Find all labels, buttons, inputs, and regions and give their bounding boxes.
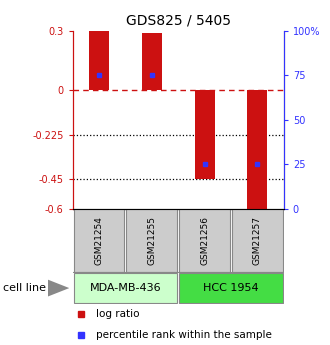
Text: GSM21255: GSM21255 xyxy=(147,216,156,265)
Bar xyxy=(89,31,109,90)
Bar xyxy=(142,33,162,90)
Text: cell line: cell line xyxy=(3,283,46,293)
Text: GSM21257: GSM21257 xyxy=(253,216,262,265)
Bar xyxy=(195,90,214,179)
Text: GSM21256: GSM21256 xyxy=(200,216,209,265)
Title: GDS825 / 5405: GDS825 / 5405 xyxy=(126,13,231,27)
Text: log ratio: log ratio xyxy=(96,309,139,319)
Bar xyxy=(179,274,283,303)
Text: GSM21254: GSM21254 xyxy=(94,216,104,265)
Polygon shape xyxy=(48,279,69,296)
Bar xyxy=(74,274,177,303)
Text: HCC 1954: HCC 1954 xyxy=(203,283,259,293)
Bar xyxy=(126,209,177,272)
Bar xyxy=(74,209,124,272)
Bar xyxy=(248,90,267,209)
Bar xyxy=(179,209,230,272)
Text: percentile rank within the sample: percentile rank within the sample xyxy=(96,330,272,340)
Bar xyxy=(232,209,283,272)
Text: MDA-MB-436: MDA-MB-436 xyxy=(89,283,161,293)
